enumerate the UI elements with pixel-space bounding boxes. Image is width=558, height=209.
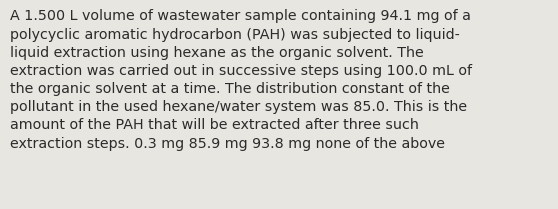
Text: A 1.500 L volume of wastewater sample containing 94.1 mg of a
polycyclic aromati: A 1.500 L volume of wastewater sample co… — [10, 9, 472, 151]
